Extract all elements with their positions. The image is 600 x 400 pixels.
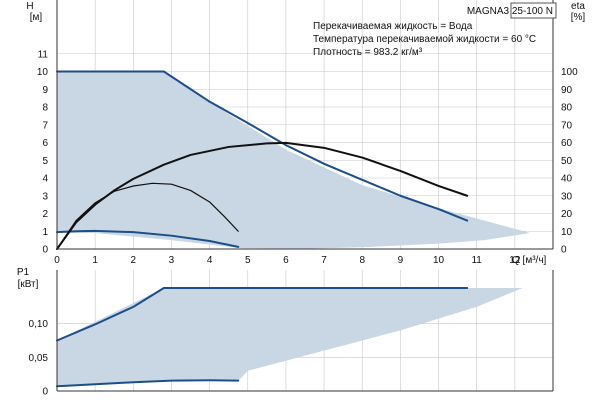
eta-tick-label: 80 — [561, 103, 573, 114]
flow-tick-label: 3 — [169, 255, 175, 266]
top-operating-envelope — [57, 71, 531, 249]
flow-axis-label: Q [м³/ч] — [512, 255, 547, 266]
power-tick-label: 0 — [42, 387, 48, 398]
bottom-operating-envelope — [57, 288, 523, 387]
head-tick-label: 5 — [42, 156, 48, 167]
power-axis-label-name: P1 — [17, 267, 30, 278]
head-tick-label: 6 — [42, 138, 48, 149]
eta-tick-label: 10 — [561, 227, 573, 238]
operating-envelope-area — [57, 71, 531, 249]
eta-axis-label-unit: [%] — [571, 12, 586, 23]
head-axis-label-h: H — [26, 1, 33, 12]
head-tick-label: 4 — [42, 174, 48, 185]
fluid-annotation: Перекачиваемая жидкость = Вода — [313, 21, 473, 32]
eta-tick-label: 40 — [561, 174, 573, 185]
eta-axis-label-name: eta — [571, 1, 585, 12]
bottom-axes — [56, 270, 554, 392]
model-box — [510, 2, 557, 19]
power-tick-label: 0,10 — [29, 319, 49, 330]
eta-tick-label: 50 — [561, 156, 573, 167]
flow-tick-label: 2 — [131, 255, 137, 266]
eta-tick-label: 100 — [561, 67, 578, 78]
head-axis-label-unit: [м] — [30, 12, 43, 23]
power-envelope-area — [57, 288, 523, 387]
top-axes — [56, 0, 554, 250]
efficiency-curve-min — [56, 182, 239, 250]
head-tick-label: 10 — [37, 67, 49, 78]
power-curve-max — [56, 287, 469, 342]
bottom-curves — [56, 287, 469, 388]
flow-tick-label: 11 — [471, 255, 482, 266]
flow-tick-label: 12 — [509, 255, 521, 266]
flow-tick-label: 4 — [207, 255, 213, 266]
power-tick-label: 0,05 — [29, 353, 49, 364]
head-curve-max — [56, 70, 469, 222]
temperature-annotation: Температура перекачиваемой жидкости = 60… — [313, 34, 536, 45]
head-curve-min — [56, 229, 240, 248]
head-tick-label: 7 — [42, 120, 48, 131]
flow-tick-label: 9 — [398, 255, 404, 266]
head-tick-label: 2 — [42, 209, 48, 220]
density-annotation: Плотность = 983.2 кг/м³ — [313, 47, 423, 58]
flow-tick-label: 5 — [245, 255, 251, 266]
head-tick-label: 3 — [42, 191, 48, 202]
eta-tick-label: 0 — [561, 245, 567, 256]
flow-tick-label: 7 — [321, 255, 327, 266]
model-title: MAGNA3 25-100 N — [467, 6, 553, 17]
flow-tick-label: 1 — [92, 255, 98, 266]
head-tick-label: 1 — [42, 227, 48, 238]
flow-tick-label: 8 — [359, 255, 365, 266]
eta-tick-label: 20 — [561, 209, 573, 220]
bottom-tick-labels: 0 0,05 0,10 — [29, 319, 49, 397]
flow-tick-label: 6 — [283, 255, 289, 266]
head-tick-label: 0 — [42, 245, 48, 256]
power-curve-min — [56, 379, 240, 388]
efficiency-curve-max — [56, 141, 469, 250]
power-axis-label-unit: [кВт] — [18, 279, 39, 290]
head-tick-label: 11 — [38, 49, 49, 60]
head-tick-label: 8 — [42, 103, 48, 114]
flow-tick-label: 0 — [54, 255, 60, 266]
flow-tick-label: 10 — [433, 255, 445, 266]
eta-tick-label: 30 — [561, 191, 573, 202]
top-curves — [56, 70, 469, 250]
eta-tick-label: 70 — [561, 120, 573, 131]
eta-tick-label: 60 — [561, 138, 573, 149]
eta-tick-label: 90 — [561, 85, 573, 96]
head-tick-label: 9 — [42, 85, 48, 96]
